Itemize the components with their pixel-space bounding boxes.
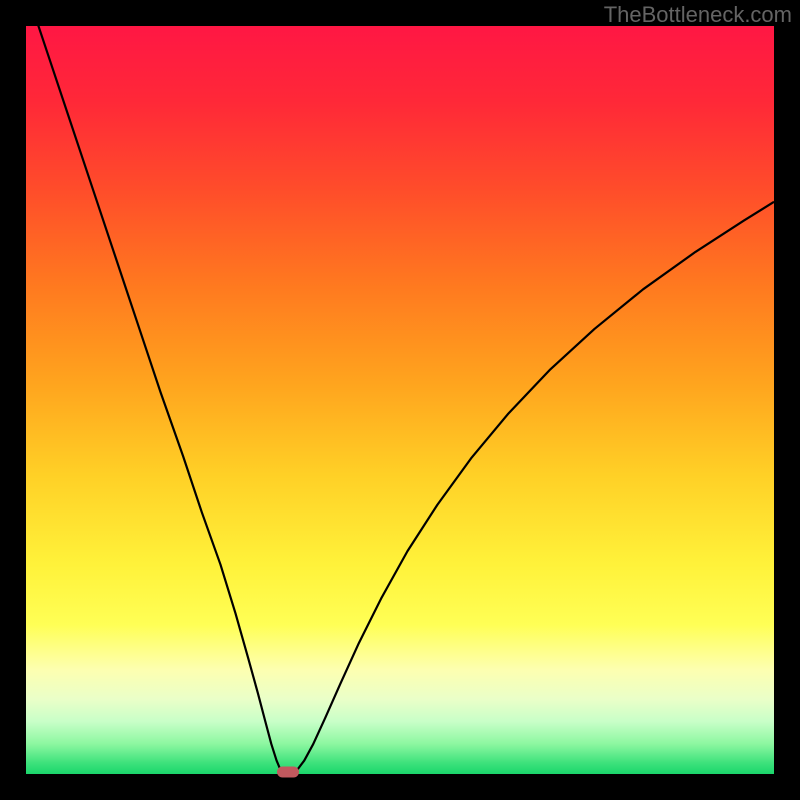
chart-frame: TheBottleneck.com	[0, 0, 800, 800]
plot-area	[26, 26, 774, 774]
watermark-text: TheBottleneck.com	[604, 2, 792, 28]
bottleneck-curve	[26, 26, 774, 774]
curve-path	[26, 26, 774, 774]
optimal-marker	[277, 766, 299, 777]
